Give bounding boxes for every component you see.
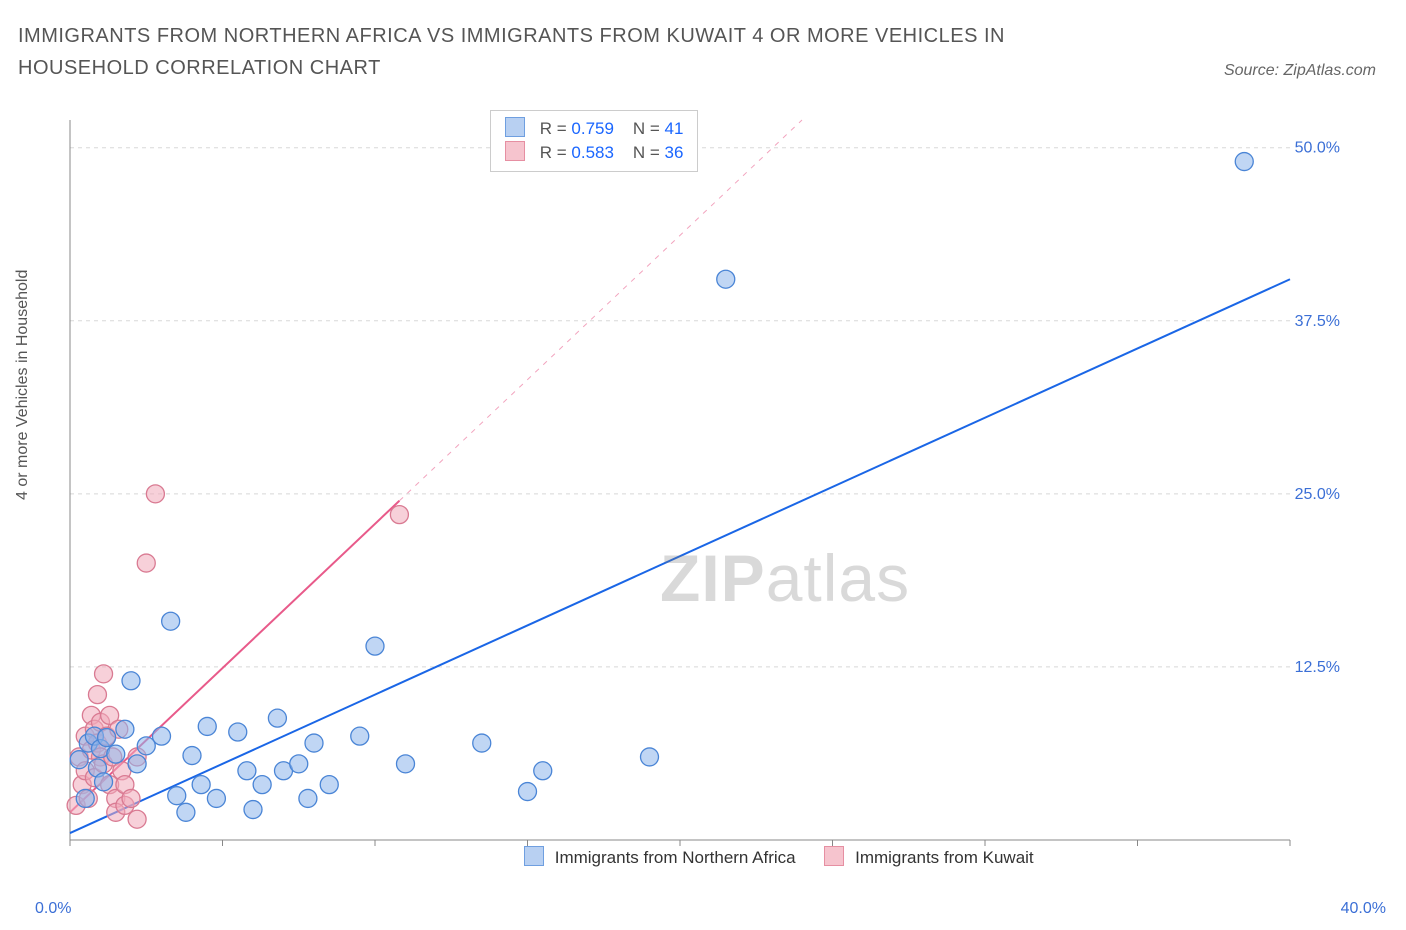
series1-label: Immigrants from Northern Africa xyxy=(555,848,796,867)
svg-text:37.5%: 37.5% xyxy=(1295,313,1340,330)
series1-swatch xyxy=(505,117,525,137)
svg-text:12.5%: 12.5% xyxy=(1295,659,1340,676)
series-legend: Immigrants from Northern Africa Immigran… xyxy=(500,846,1034,868)
watermark-light: atlas xyxy=(766,541,910,615)
n-label-1: N = xyxy=(633,119,660,138)
watermark: ZIPatlas xyxy=(660,540,910,616)
r-label-2: R = xyxy=(540,143,567,162)
plot-svg: 12.5% 25.0% 37.5% 50.0% xyxy=(60,110,1350,880)
y-axis-label: 4 or more Vehicles in Household xyxy=(14,270,32,500)
r-value-1: 0.759 xyxy=(571,119,614,138)
stats-row-2: R = 0.583 N = 36 xyxy=(505,141,683,165)
r-value-2: 0.583 xyxy=(571,143,614,162)
series1-swatch-bottom xyxy=(524,846,544,866)
watermark-bold: ZIP xyxy=(660,541,766,615)
chart-title: IMMIGRANTS FROM NORTHERN AFRICA VS IMMIG… xyxy=(18,20,1118,84)
series2-swatch xyxy=(505,141,525,161)
x-tick-max: 40.0% xyxy=(1341,900,1386,918)
svg-text:50.0%: 50.0% xyxy=(1295,140,1340,157)
n-value-1: 41 xyxy=(665,119,684,138)
x-tick-min: 0.0% xyxy=(35,900,71,918)
series2-swatch-bottom xyxy=(824,846,844,866)
scatter-chart: 12.5% 25.0% 37.5% 50.0% R = 0.759 N = 41 R … xyxy=(60,110,1350,880)
n-label-2: N = xyxy=(633,143,660,162)
stats-row-1: R = 0.759 N = 41 xyxy=(505,117,683,141)
source-attribution: Source: ZipAtlas.com xyxy=(1224,62,1376,80)
n-value-2: 36 xyxy=(665,143,684,162)
svg-text:25.0%: 25.0% xyxy=(1295,486,1340,503)
stats-legend: R = 0.759 N = 41 R = 0.583 N = 36 xyxy=(490,110,698,172)
series2-label: Immigrants from Kuwait xyxy=(855,848,1034,867)
r-label-1: R = xyxy=(540,119,567,138)
